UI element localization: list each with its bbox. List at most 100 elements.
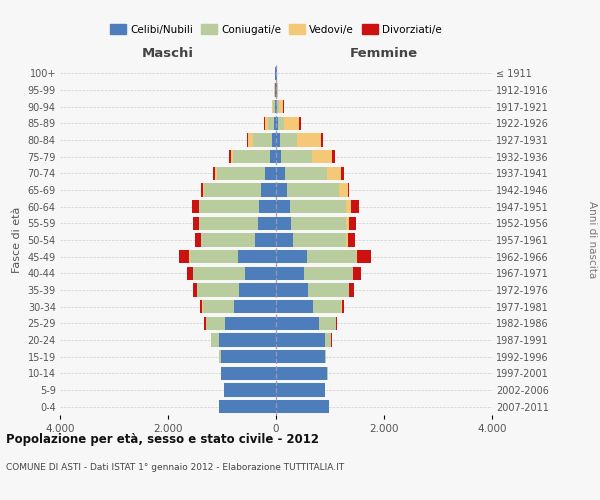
Bar bbox=[221, 366, 276, 380]
Bar bbox=[332, 150, 335, 164]
Bar bbox=[214, 166, 215, 180]
Bar bbox=[313, 300, 341, 314]
Bar bbox=[276, 84, 277, 96]
Bar bbox=[199, 216, 257, 230]
Bar bbox=[311, 150, 332, 164]
Bar bbox=[274, 100, 275, 114]
Bar bbox=[276, 216, 291, 230]
Bar bbox=[204, 184, 261, 196]
Bar bbox=[276, 300, 313, 314]
Bar bbox=[179, 250, 190, 264]
Bar bbox=[195, 234, 201, 246]
Bar bbox=[265, 166, 276, 180]
Bar bbox=[193, 216, 199, 230]
Bar bbox=[233, 150, 270, 164]
Bar bbox=[293, 234, 346, 246]
Bar bbox=[277, 100, 278, 114]
Bar bbox=[205, 316, 206, 330]
Bar bbox=[199, 200, 259, 213]
Bar bbox=[346, 200, 350, 213]
Bar bbox=[349, 284, 354, 296]
Text: COMUNE DI ASTI - Dati ISTAT 1° gennaio 2012 - Elaborazione TUTTITALIA.IT: COMUNE DI ASTI - Dati ISTAT 1° gennaio 2… bbox=[6, 462, 344, 471]
Bar bbox=[319, 316, 336, 330]
Bar bbox=[276, 166, 284, 180]
Bar bbox=[276, 100, 277, 114]
Bar bbox=[353, 266, 361, 280]
Bar bbox=[276, 150, 281, 164]
Legend: Celibi/Nubili, Coniugati/e, Vedovi/e, Divorziati/e: Celibi/Nubili, Coniugati/e, Vedovi/e, Di… bbox=[107, 21, 445, 38]
Bar bbox=[308, 284, 349, 296]
Bar bbox=[192, 200, 199, 213]
Bar bbox=[203, 300, 234, 314]
Bar bbox=[278, 116, 284, 130]
Bar bbox=[276, 366, 328, 380]
Bar bbox=[203, 184, 204, 196]
Bar bbox=[291, 216, 346, 230]
Bar bbox=[257, 216, 276, 230]
Bar bbox=[276, 200, 290, 213]
Bar bbox=[349, 234, 355, 246]
Bar bbox=[275, 84, 276, 96]
Bar bbox=[193, 266, 245, 280]
Bar bbox=[346, 234, 349, 246]
Bar bbox=[220, 400, 276, 413]
Y-axis label: Fasce di età: Fasce di età bbox=[12, 207, 22, 273]
Bar bbox=[274, 116, 276, 130]
Text: Femmine: Femmine bbox=[350, 47, 418, 60]
Bar bbox=[217, 166, 265, 180]
Bar bbox=[256, 234, 276, 246]
Bar bbox=[276, 334, 325, 346]
Bar bbox=[339, 184, 348, 196]
Bar bbox=[284, 166, 327, 180]
Bar bbox=[325, 350, 326, 364]
Bar bbox=[220, 334, 276, 346]
Bar bbox=[276, 184, 287, 196]
Bar bbox=[230, 150, 233, 164]
Bar bbox=[261, 184, 276, 196]
Bar bbox=[336, 316, 337, 330]
Bar bbox=[197, 284, 239, 296]
Bar bbox=[238, 250, 276, 264]
Bar bbox=[325, 334, 331, 346]
Bar bbox=[276, 234, 293, 246]
Bar bbox=[356, 250, 357, 264]
Bar bbox=[229, 150, 230, 164]
Bar bbox=[215, 166, 217, 180]
Bar bbox=[206, 316, 225, 330]
Bar bbox=[278, 100, 283, 114]
Bar bbox=[248, 134, 253, 146]
Bar bbox=[281, 150, 311, 164]
Bar bbox=[224, 384, 276, 396]
Bar bbox=[276, 250, 307, 264]
Bar bbox=[239, 284, 276, 296]
Bar bbox=[276, 266, 304, 280]
Bar bbox=[270, 150, 276, 164]
Bar bbox=[190, 250, 238, 264]
Bar bbox=[304, 266, 353, 280]
Bar bbox=[275, 100, 276, 114]
Bar bbox=[350, 200, 359, 213]
Bar bbox=[348, 184, 349, 196]
Bar bbox=[346, 216, 349, 230]
Bar bbox=[276, 316, 319, 330]
Bar bbox=[341, 166, 343, 180]
Bar bbox=[202, 234, 256, 246]
Bar bbox=[276, 284, 308, 296]
Text: Maschi: Maschi bbox=[142, 47, 194, 60]
Bar bbox=[280, 134, 296, 146]
Bar bbox=[253, 134, 272, 146]
Bar bbox=[201, 184, 203, 196]
Text: Popolazione per età, sesso e stato civile - 2012: Popolazione per età, sesso e stato civil… bbox=[6, 432, 319, 446]
Bar bbox=[219, 350, 221, 364]
Bar bbox=[234, 300, 276, 314]
Bar bbox=[211, 334, 220, 346]
Bar bbox=[221, 350, 276, 364]
Bar bbox=[187, 266, 193, 280]
Bar bbox=[284, 116, 299, 130]
Bar bbox=[321, 134, 323, 146]
Bar bbox=[277, 84, 278, 96]
Bar bbox=[272, 100, 274, 114]
Bar bbox=[307, 250, 356, 264]
Bar bbox=[290, 200, 346, 213]
Bar bbox=[299, 116, 301, 130]
